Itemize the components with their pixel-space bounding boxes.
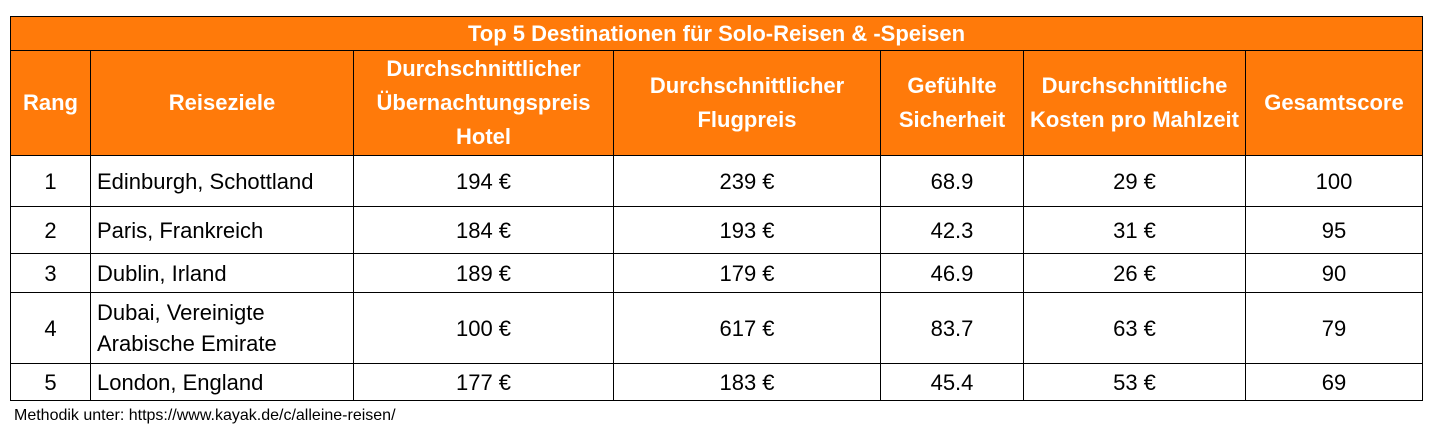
table-title: Top 5 Destinationen für Solo-Reisen & -S… <box>9 16 1424 51</box>
ranking-table: Top 5 Destinationen für Solo-Reisen & -S… <box>9 16 1424 401</box>
table-row: 3 Dublin, Irland 189 € 179 € 46.9 26 € 9… <box>10 253 1424 293</box>
cell-meal-cost: 53 € <box>1023 363 1246 401</box>
column-header-reiseziele: Reiseziele <box>90 50 354 156</box>
cell-hotel-price: 184 € <box>353 206 614 254</box>
ranking-table-container: Top 5 Destinationen für Solo-Reisen & -S… <box>9 16 1424 401</box>
cell-safety: 46.9 <box>880 253 1024 293</box>
cell-destination: Dubai, Vereinigte Arabische Emirate <box>90 292 354 364</box>
cell-rank: 5 <box>10 363 91 401</box>
cell-destination: London, England <box>90 363 354 401</box>
column-header-meal-cost: Durchschnittliche Kosten pro Mahlzeit <box>1023 50 1246 156</box>
cell-hotel-price: 177 € <box>353 363 614 401</box>
methodology-footnote: Methodik unter: https://www.kayak.de/c/a… <box>14 407 396 424</box>
cell-flight-price: 239 € <box>613 155 881 207</box>
table-row: 2 Paris, Frankreich 184 € 193 € 42.3 31 … <box>10 206 1424 254</box>
column-header-hotel-price: Durchschnittlicher Übernachtungspreis Ho… <box>353 50 614 156</box>
cell-destination: Paris, Frankreich <box>90 206 354 254</box>
cell-meal-cost: 31 € <box>1023 206 1246 254</box>
table-row: 5 London, England 177 € 183 € 45.4 53 € … <box>10 363 1424 401</box>
column-header-safety: Gefühlte Sicherheit <box>880 50 1024 156</box>
cell-total-score: 100 <box>1244 155 1424 207</box>
cell-rank: 4 <box>10 292 91 364</box>
cell-flight-price: 193 € <box>613 206 881 254</box>
cell-destination: Dublin, Irland <box>90 253 354 293</box>
table-title-row: Top 5 Destinationen für Solo-Reisen & -S… <box>9 16 1424 51</box>
cell-safety: 83.7 <box>880 292 1024 364</box>
column-header-rang: Rang <box>10 50 91 156</box>
cell-meal-cost: 63 € <box>1023 292 1246 364</box>
cell-meal-cost: 26 € <box>1023 253 1246 293</box>
column-header-flight-price: Durchschnittlicher Flugpreis <box>613 50 881 156</box>
cell-flight-price: 179 € <box>613 253 881 293</box>
cell-hotel-price: 194 € <box>353 155 614 207</box>
cell-rank: 1 <box>10 155 91 207</box>
column-header-row: Rang Reiseziele Durchschnittlicher Übern… <box>10 50 1424 156</box>
cell-total-score: 79 <box>1244 292 1424 364</box>
cell-destination: Edinburgh, Schottland <box>90 155 354 207</box>
cell-hotel-price: 100 € <box>353 292 614 364</box>
cell-rank: 2 <box>10 206 91 254</box>
cell-rank: 3 <box>10 253 91 293</box>
cell-hotel-price: 189 € <box>353 253 614 293</box>
column-header-total-score: Gesamtscore <box>1244 50 1424 156</box>
cell-total-score: 90 <box>1244 253 1424 293</box>
table-row: 4 Dubai, Vereinigte Arabische Emirate 10… <box>10 292 1424 364</box>
cell-meal-cost: 29 € <box>1023 155 1246 207</box>
cell-total-score: 95 <box>1244 206 1424 254</box>
cell-total-score: 69 <box>1244 363 1424 401</box>
cell-safety: 42.3 <box>880 206 1024 254</box>
cell-flight-price: 617 € <box>613 292 881 364</box>
cell-safety: 68.9 <box>880 155 1024 207</box>
table-row: 1 Edinburgh, Schottland 194 € 239 € 68.9… <box>10 155 1424 207</box>
cell-flight-price: 183 € <box>613 363 881 401</box>
cell-safety: 45.4 <box>880 363 1024 401</box>
